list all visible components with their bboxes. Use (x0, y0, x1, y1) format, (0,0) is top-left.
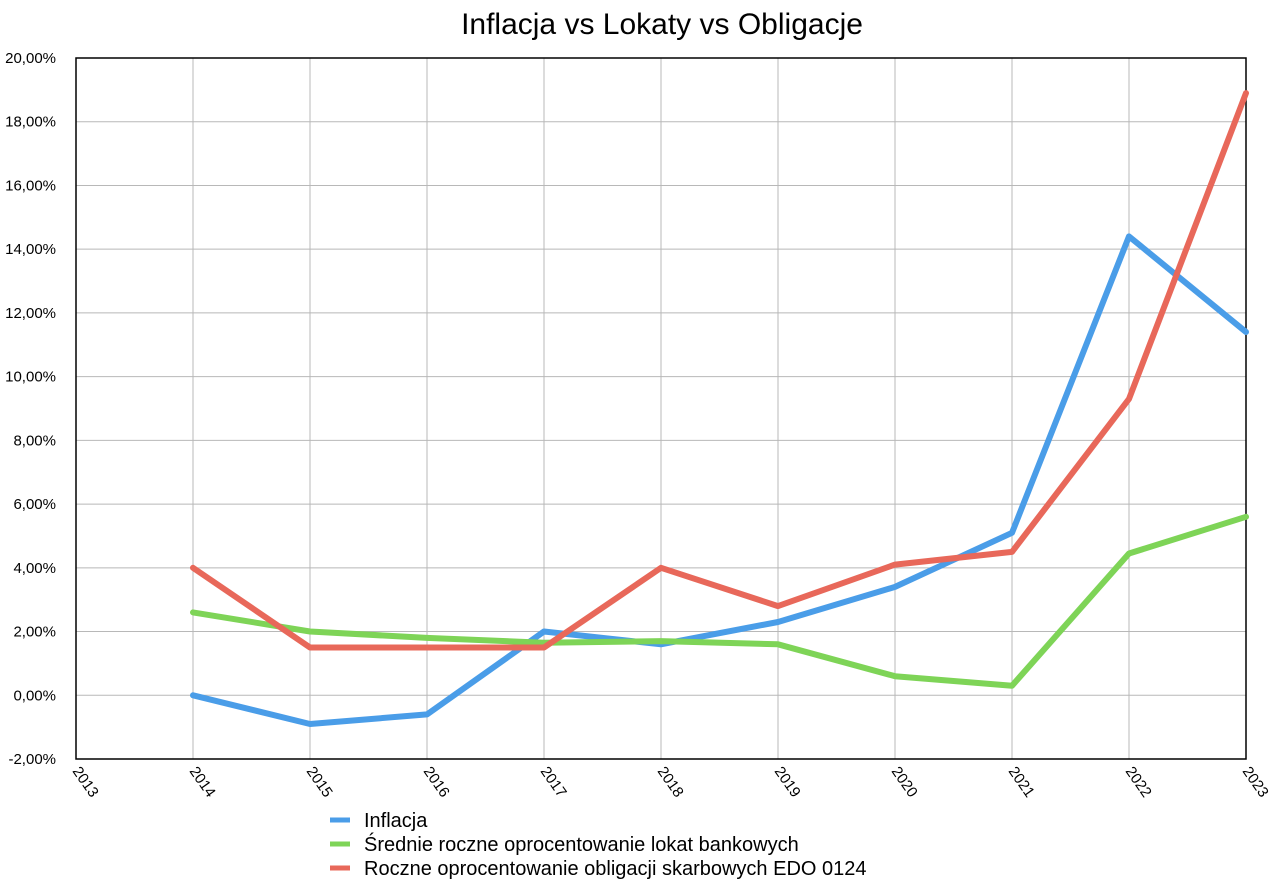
y-tick-label: 0,00% (13, 687, 56, 704)
x-tick-label: 2016 (420, 764, 453, 801)
y-tick-label: 8,00% (13, 432, 56, 449)
y-tick-label: 2,00% (13, 624, 56, 641)
y-tick-label: 14,00% (5, 241, 56, 258)
y-tick-label: 18,00% (5, 114, 56, 131)
axes (75, 57, 1247, 760)
series-lines (190, 90, 1249, 727)
x-tick-label: 2015 (303, 764, 336, 801)
legend-label: Średnie roczne oprocentowanie lokat bank… (364, 832, 799, 856)
x-tick-label: 2014 (186, 764, 219, 801)
x-tick-label: 2023 (1239, 764, 1272, 801)
x-tick-label: 2021 (1005, 764, 1038, 801)
legend-label: Roczne oprocentowanie obligacji skarbowy… (364, 858, 867, 880)
x-tick-label: 2022 (1122, 764, 1155, 801)
x-tick-label: 2019 (771, 764, 804, 801)
chart-title: Inflacja vs Lokaty vs Obligacje (461, 8, 863, 41)
series-line-3 (190, 90, 1249, 651)
x-tick-label: 2018 (654, 764, 687, 801)
y-tick-label: 4,00% (13, 560, 56, 577)
y-axis-ticks: -2,00% 0,00% 2,00% 4,00% 6,00% 8,00% 10,00% 12,… (5, 50, 56, 768)
legend-label: Inflacja (364, 810, 428, 832)
y-tick-label: 12,00% (5, 305, 56, 322)
y-tick-label: 16,00% (5, 177, 56, 194)
series-line-1 (190, 233, 1249, 727)
gridlines (76, 58, 1246, 759)
plot-frame (75, 57, 1247, 760)
y-tick-label: 6,00% (13, 496, 56, 513)
x-tick-label: 2020 (888, 764, 921, 801)
y-tick-label: 10,00% (5, 369, 56, 386)
x-axis-ticks: 2013 2014 2015 2016 2017 2018 2019 2020 2021 2022… (69, 764, 1272, 801)
x-tick-label: 2013 (69, 764, 102, 801)
series-line-2 (190, 513, 1249, 689)
x-tick-label: 2017 (537, 764, 570, 801)
y-tick-label: -2,00% (8, 751, 56, 768)
y-tick-label: 20,00% (5, 50, 56, 67)
